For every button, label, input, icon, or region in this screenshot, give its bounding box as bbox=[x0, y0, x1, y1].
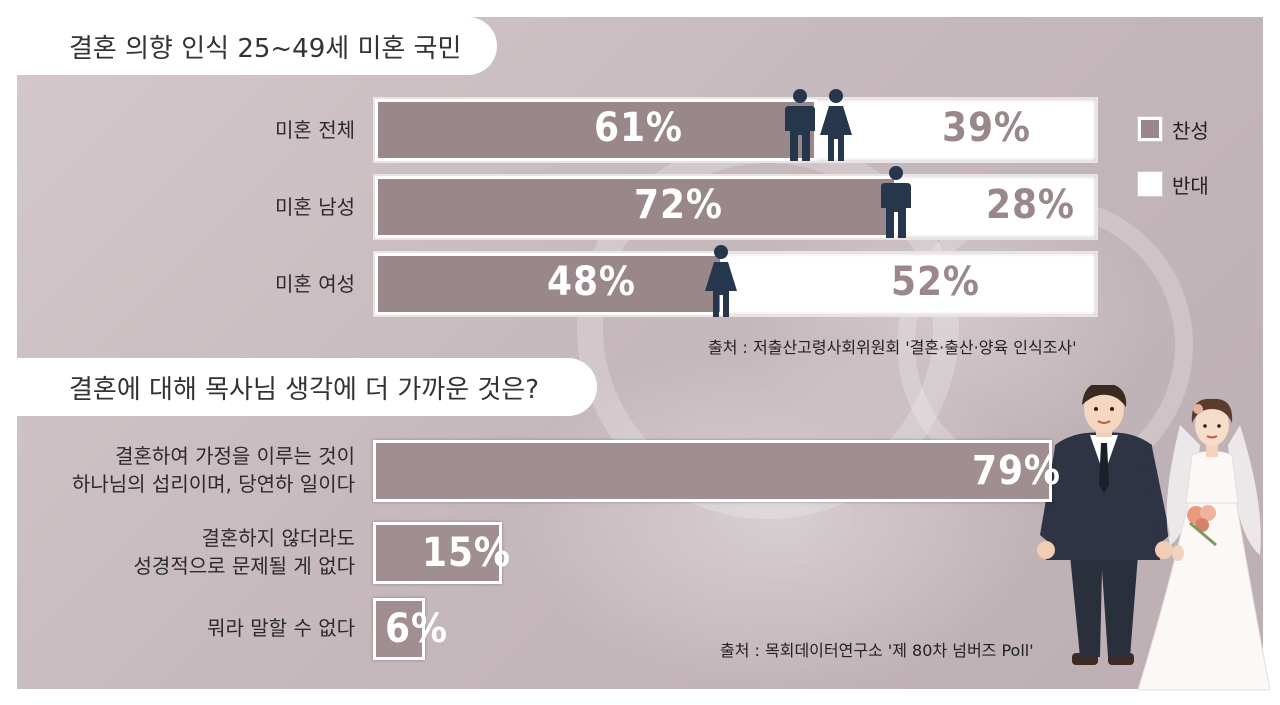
female-icon bbox=[705, 245, 737, 317]
stacked-bar-1 bbox=[373, 174, 1098, 240]
value-disagree-2: 52% bbox=[890, 259, 980, 305]
bar-agree-0 bbox=[375, 99, 817, 161]
answer-value-0: 79% bbox=[972, 448, 1061, 494]
value-disagree-0: 39% bbox=[942, 105, 1032, 151]
couple-illustration bbox=[1037, 385, 1270, 691]
row-label-2: 미혼 여성 bbox=[275, 272, 355, 296]
male-icon bbox=[785, 89, 815, 161]
stacked-bar-0 bbox=[373, 97, 1098, 163]
source-note-2: 출처 : 목회데이터연구소 '제 80차 넘버즈 Poll' bbox=[720, 641, 1034, 660]
question-label-line: 결혼하지 않더라도 bbox=[201, 526, 355, 550]
legend-label-agree: 찬성 bbox=[1172, 119, 1209, 143]
stacked-bar-2 bbox=[373, 251, 1098, 317]
question-label-2: 뭐라 말할 수 없다 bbox=[40, 614, 355, 642]
section1-title-text: 결혼 의향 인식 25~49세 미혼 국민 bbox=[69, 33, 462, 64]
question-label-line: 하나님의 섭리이며, 당연하 일이다 bbox=[71, 472, 355, 496]
legend-swatch-agree bbox=[1138, 117, 1162, 141]
bar-agree-1 bbox=[375, 176, 897, 238]
legend-label-disagree: 반대 bbox=[1172, 174, 1209, 198]
bar-agree-2 bbox=[375, 253, 723, 315]
section2-title: 결혼에 대해 목사님 생각에 더 가까운 것은? bbox=[17, 358, 597, 416]
groom-figure bbox=[1037, 385, 1173, 665]
value-agree-1: 72% bbox=[634, 182, 723, 228]
bride-figure bbox=[1137, 398, 1270, 691]
question-label-line: 결혼하여 가정을 이루는 것이 bbox=[115, 444, 355, 468]
row-label-1: 미혼 남성 bbox=[275, 195, 355, 219]
answer-bar-2 bbox=[373, 598, 425, 660]
male-icon bbox=[881, 166, 911, 238]
answer-value-1: 15% bbox=[422, 530, 511, 576]
legend-swatch-disagree bbox=[1138, 172, 1162, 196]
section2-title-text: 결혼에 대해 목사님 생각에 더 가까운 것은? bbox=[69, 374, 540, 405]
section1-title: 결혼 의향 인식 25~49세 미혼 국민 bbox=[17, 17, 497, 75]
source-note-1: 출처 : 저출산고령사회위원회 '결혼·출산·양육 인식조사' bbox=[708, 338, 1077, 357]
question-label-line: 성경적으로 문제될 게 없다 bbox=[133, 554, 355, 578]
question-label-line: 뭐라 말할 수 없다 bbox=[207, 616, 355, 640]
value-agree-2: 48% bbox=[547, 259, 636, 305]
answer-bar-0 bbox=[373, 440, 1052, 502]
value-disagree-1: 28% bbox=[986, 182, 1076, 228]
value-agree-0: 61% bbox=[594, 105, 683, 151]
female-icon bbox=[820, 89, 852, 161]
answer-bar-1 bbox=[373, 522, 502, 584]
answer-value-2: 6% bbox=[385, 606, 448, 652]
row-label-0: 미혼 전체 bbox=[275, 118, 355, 142]
